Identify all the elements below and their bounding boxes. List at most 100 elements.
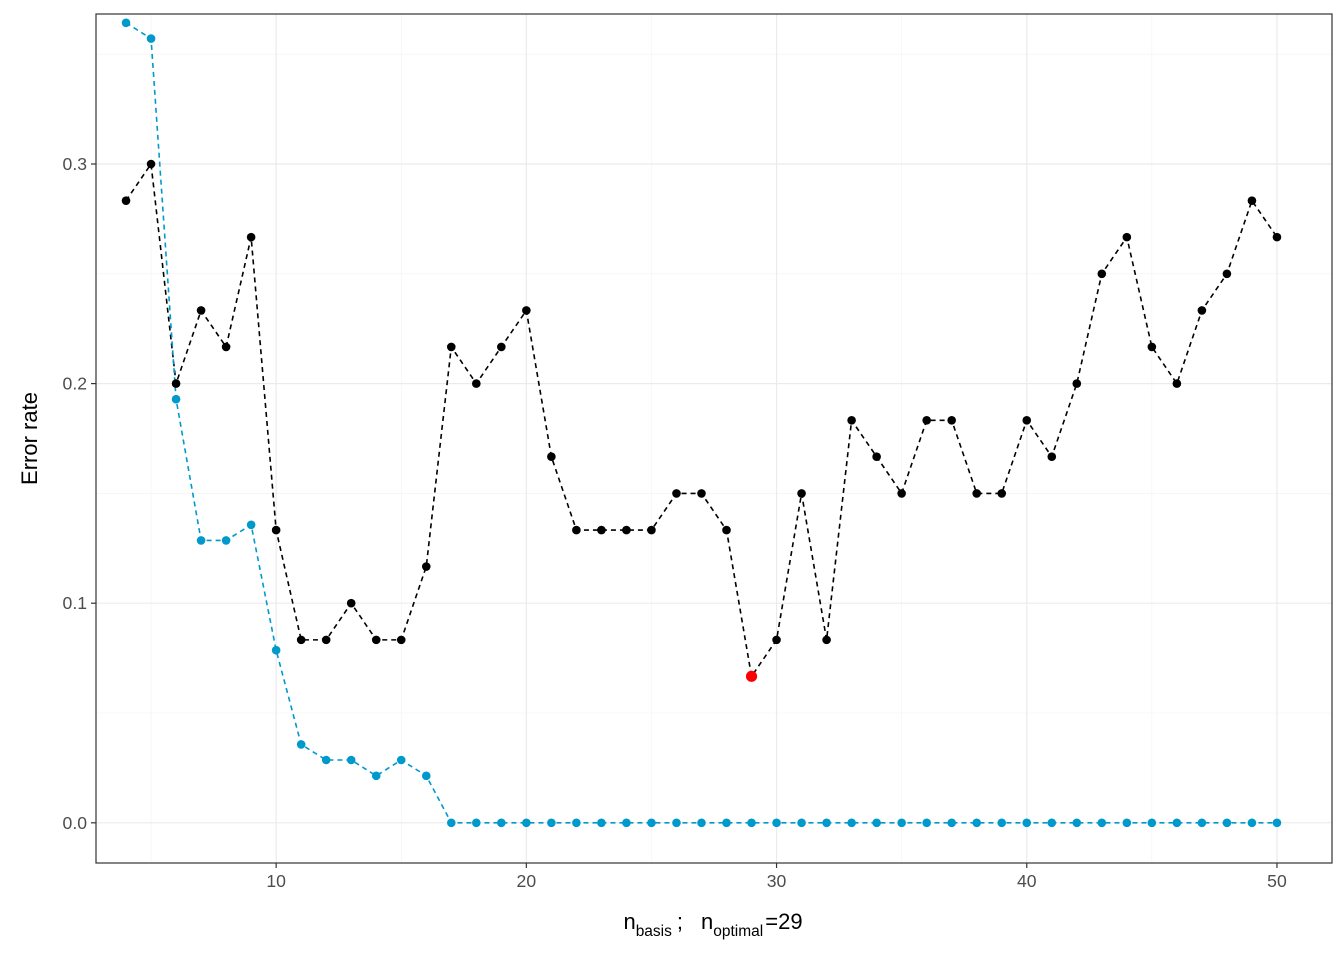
series-0-point — [1222, 269, 1232, 279]
series-1-point — [1272, 818, 1282, 828]
y-tick-label: 0.0 — [63, 813, 88, 833]
series-1-point — [421, 771, 431, 781]
series-0-point — [246, 232, 256, 242]
series-1-point — [897, 818, 906, 828]
series-0-point — [522, 306, 531, 315]
series-1-point — [321, 755, 331, 765]
series-0-point — [171, 379, 181, 388]
series-1-point — [872, 818, 881, 828]
series-0-point — [1172, 379, 1182, 388]
series-0-point — [797, 489, 806, 498]
x-tick-label: 40 — [1017, 871, 1037, 891]
series-0-point — [947, 415, 956, 425]
series-0-point — [722, 525, 731, 535]
x-axis-title: nbasis; noptimal=29 — [623, 909, 802, 940]
series-0-point — [847, 415, 856, 425]
series-1-point — [171, 394, 181, 404]
series-1-point — [697, 818, 706, 828]
grid-minor — [96, 14, 1332, 863]
series-0-point — [1272, 232, 1282, 242]
series-0-point — [321, 635, 331, 645]
series-1-point — [522, 818, 531, 828]
series-0-point — [497, 342, 506, 352]
series-0-point — [446, 342, 456, 352]
series-1-point — [822, 818, 831, 828]
plot-border — [95, 13, 1333, 864]
series-1-point — [797, 818, 806, 828]
series-1-point — [572, 818, 581, 828]
series-1-point — [497, 818, 506, 828]
series-0-point — [572, 525, 581, 535]
series-0-point — [196, 306, 206, 315]
x-tick-label: 30 — [767, 871, 787, 891]
x-axis-ticks: 10 20 30 40 50 — [266, 863, 1287, 891]
plot-background — [96, 14, 1332, 863]
series-0-point — [872, 452, 881, 462]
x-title-basis-sub: basis — [636, 923, 672, 940]
series-0-point — [822, 635, 831, 645]
series-1-point — [622, 818, 631, 828]
series-1-point — [1222, 818, 1232, 828]
series-1-point — [221, 536, 231, 545]
series-1-point — [722, 818, 731, 828]
y-tick-label: 0.1 — [63, 593, 87, 613]
series-1-point — [121, 18, 131, 28]
series-1-point — [296, 740, 306, 749]
x-title-n: n — [623, 909, 635, 934]
series-1-point — [196, 536, 206, 545]
series-0-point — [221, 342, 231, 352]
series-layer — [121, 18, 1282, 828]
series-1-point — [472, 818, 481, 828]
series-1-point — [997, 818, 1007, 828]
series-1-point — [1097, 818, 1107, 828]
series-1-point — [922, 818, 931, 828]
series-1-point — [847, 818, 856, 828]
series-1-point — [396, 755, 406, 765]
series-0-point — [597, 525, 606, 535]
series-0-point — [472, 379, 481, 388]
series-1-point — [1247, 818, 1257, 828]
series-0-point — [296, 635, 306, 645]
x-title-equals: = — [765, 909, 778, 934]
series-0-point — [421, 562, 431, 571]
series-1-point — [346, 755, 356, 765]
series-1-point — [1022, 818, 1032, 828]
series-0-point — [922, 415, 931, 425]
series-0-point — [1072, 379, 1082, 388]
series-0-point — [1122, 232, 1132, 242]
y-tick-label: 0.3 — [63, 154, 88, 174]
series-1-point — [947, 818, 956, 828]
series-1-point — [647, 818, 656, 828]
series-1-point — [1072, 818, 1082, 828]
x-tick-label: 10 — [266, 871, 286, 891]
series-0-point — [647, 525, 656, 535]
series-1-point — [547, 818, 556, 828]
series-1-point — [747, 818, 756, 828]
series-0-point — [772, 635, 781, 645]
series-1-point — [246, 520, 256, 530]
x-title-optimal-sub: optimal — [713, 923, 763, 940]
series-0-point — [1097, 269, 1107, 279]
y-tick-label: 0.2 — [63, 374, 87, 394]
series-1-point — [146, 34, 156, 43]
series-0-point — [346, 598, 356, 608]
series-0-point — [1147, 342, 1157, 352]
series-0-point — [547, 452, 556, 462]
series-1-point — [446, 818, 456, 828]
series-0-point — [622, 525, 631, 535]
series-1-point — [972, 818, 982, 828]
x-title-value: 29 — [778, 909, 802, 934]
series-0-point — [1022, 415, 1032, 425]
series-1-point — [772, 818, 781, 828]
y-axis-title: Error rate — [17, 392, 42, 485]
series-0-point — [672, 489, 681, 498]
x-title-separator: ; — [677, 909, 683, 934]
series-0-point — [146, 159, 156, 169]
series-0-point — [271, 525, 281, 535]
x-title-n2: n — [701, 909, 713, 934]
x-tick-label: 20 — [517, 871, 537, 891]
series-0-point — [997, 489, 1007, 498]
y-axis-ticks: 0.0 0.1 0.2 0.3 — [63, 154, 96, 833]
x-tick-label: 50 — [1267, 871, 1287, 891]
